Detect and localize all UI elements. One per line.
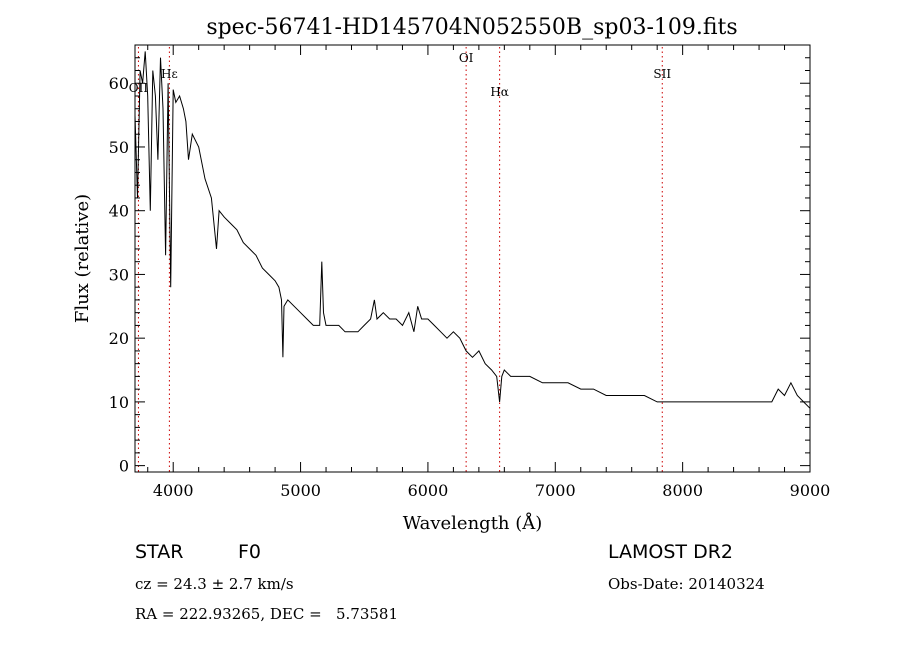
y-tick-label: 30 (109, 265, 129, 284)
chart-title: spec-56741-HD145704N052550B_sp03-109.fit… (206, 15, 737, 40)
survey-name: LAMOST DR2 (608, 541, 733, 563)
y-tick-label: 60 (109, 74, 129, 93)
spectral-line-markers (137, 47, 663, 472)
y-axis-label: Flux (relative) (72, 194, 93, 323)
plot-frame (134, 44, 811, 473)
object-subclass: F0 (238, 541, 262, 563)
spectral-line-label: Hα (490, 85, 509, 99)
x-tick-label: 9000 (790, 481, 831, 500)
x-tick-label: 7000 (535, 481, 576, 500)
spectrum-line (134, 51, 811, 409)
x-axis-ticks: 4000 5000 6000 7000 8000 9000 (147, 45, 831, 500)
spectral-line-labels: OII Hε OI Hα SII (129, 51, 672, 99)
spectral-line-label: Hε (161, 67, 178, 81)
y-tick-label: 20 (109, 329, 129, 348)
y-tick-label: 50 (109, 138, 129, 157)
object-class: STAR (135, 541, 184, 563)
y-tick-label: 40 (109, 202, 129, 221)
x-tick-label: 6000 (408, 481, 449, 500)
x-axis-label: Wavelength (Å) (403, 512, 543, 534)
coordinates: RA = 222.93265, DEC = 5.73581 (135, 605, 399, 623)
y-tick-label: 10 (109, 393, 129, 412)
x-tick-label: 8000 (662, 481, 703, 500)
spectral-line-label: SII (653, 67, 671, 81)
spectral-line-label: OI (459, 51, 474, 65)
redshift-cz: cz = 24.3 ± 2.7 km/s (135, 575, 294, 593)
x-tick-label: 4000 (153, 481, 194, 500)
observation-date: Obs-Date: 20140324 (608, 575, 765, 593)
y-axis-ticks: 0 10 20 30 40 50 60 (109, 57, 810, 476)
spectral-line-label: OII (129, 81, 149, 95)
x-tick-label: 5000 (280, 481, 321, 500)
y-tick-label: 0 (119, 457, 129, 476)
